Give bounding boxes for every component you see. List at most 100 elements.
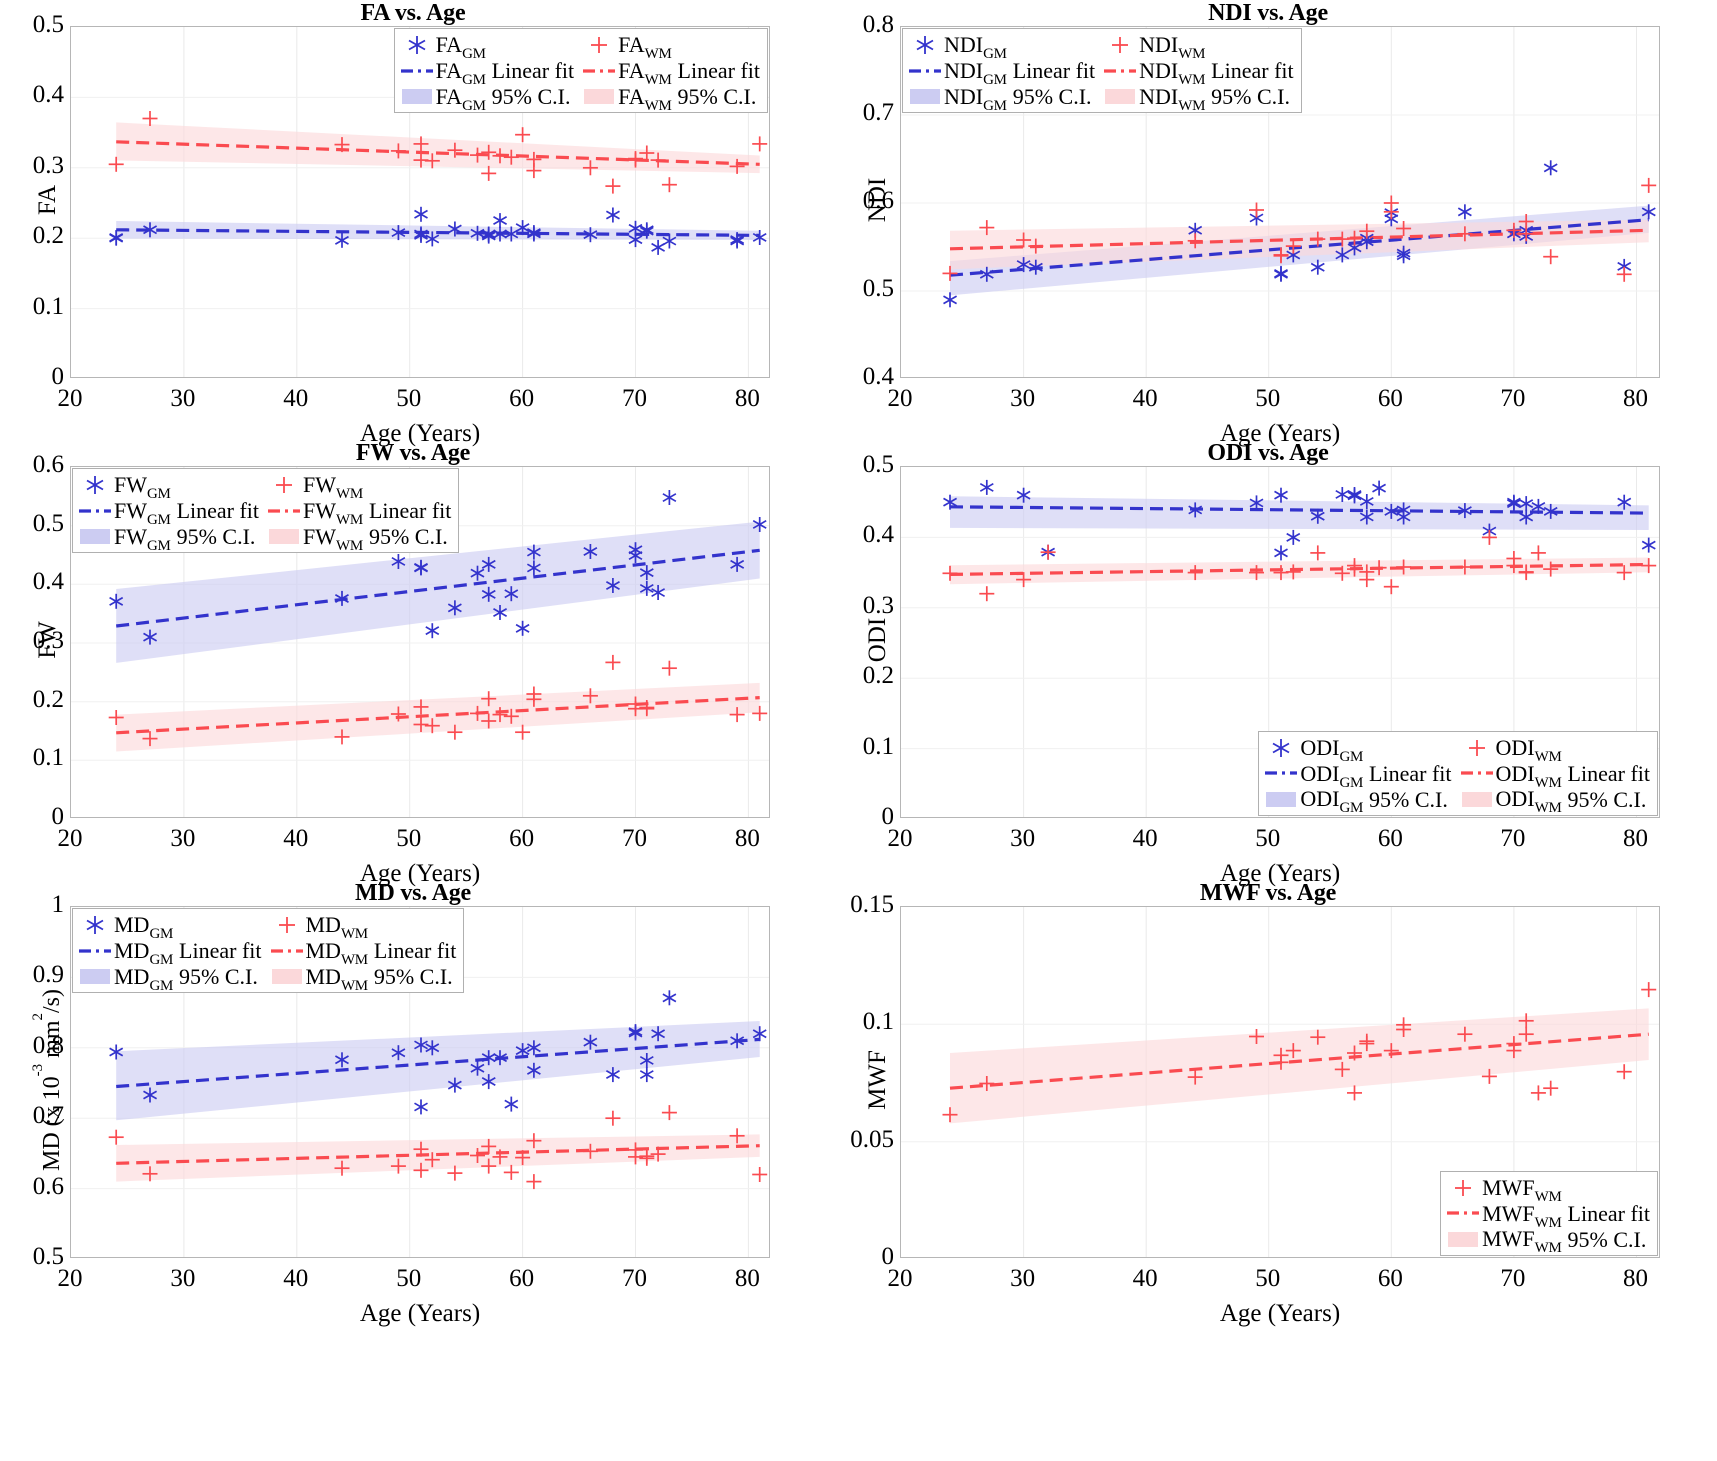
legend-entry-fa-fa_gm-fit[interactable]: FA GM Linear fit (398, 58, 577, 88)
legend-entry-odi-odi_gm-fit[interactable]: ODI GM Linear fit (1262, 761, 1453, 790)
y-tick-label: 0.15 (850, 891, 894, 918)
legend-tissue-subscript: WM (336, 486, 363, 502)
y-tick-label: 0 (881, 1243, 895, 1270)
legend-md[interactable]: MD GM MD WM MD GM Linear fit (72, 908, 465, 993)
legend-entry-ndi-ndi_gm-marker[interactable]: NDI GM (906, 32, 1097, 62)
y-tick-label: 0.2 (32, 685, 64, 713)
legend-key (1460, 762, 1494, 784)
legend-label: FA WM (618, 33, 672, 62)
legend-entry-ndi-ndi_wm-ci[interactable]: NDI WM 95% C.I. (1101, 84, 1295, 113)
legend-fw[interactable]: FW GM FW WM FW GM Linear fit (72, 468, 460, 553)
legend-tissue-subscript: GM (983, 46, 1007, 62)
legend-entry-odi-odi_gm-marker[interactable]: ODI GM (1262, 735, 1453, 765)
x-tick-label: 60 (509, 1265, 535, 1292)
legend-label: FA GM (436, 59, 486, 88)
legend-entry-ndi-ndi_gm-fit[interactable]: NDI GM Linear fit (906, 58, 1097, 88)
ci-swatch-icon (910, 88, 940, 104)
legend-key (908, 34, 942, 56)
plot-canvas-md (71, 907, 769, 1257)
plus-marker-icon (1112, 36, 1129, 53)
legend-entry-fa-fa_wm-fit[interactable]: FA WM Linear fit (580, 58, 762, 88)
legend-mwf[interactable]: MWF WM MWF WM Linear fit MWF WM 95% C.I. (1440, 1170, 1658, 1256)
x-tick-label: 50 (396, 385, 422, 412)
legend-entry-ndi-ndi_wm-marker[interactable]: NDI WM (1101, 32, 1295, 62)
legend-entry-ndi-ndi_wm-fit[interactable]: NDI WM Linear fit (1101, 58, 1295, 88)
legend-entry-md-md_wm-fit[interactable]: MD WM Linear fit (268, 937, 459, 968)
legend-entry-odi-odi_wm-fit[interactable]: ODI WM Linear fit (1458, 761, 1652, 790)
ci-swatch-icon (1461, 791, 1492, 807)
legend-odi[interactable]: ODI GM ODI WM ODI GM Linear fit (1258, 730, 1658, 816)
legend-label: FW WM (303, 523, 363, 553)
y-tick-label: 0.3 (862, 591, 894, 619)
x-tick-label: 70 (1500, 385, 1526, 412)
asterisk-marker-icon (916, 35, 934, 54)
x-tick-label: 60 (509, 385, 535, 412)
legend-key (1264, 737, 1298, 759)
legend-metric: NDI (944, 83, 984, 109)
x-tick-label: 30 (1010, 825, 1036, 852)
x-axis-label-mwf: Age (Years) (1219, 1300, 1341, 1327)
legend-linear-fit-text: Linear fit (368, 498, 452, 524)
legend-entry-md-md_wm-marker[interactable]: MD WM (268, 912, 459, 942)
legend-ci-text: 95% C.I. (491, 83, 571, 109)
legend-entry-fw-fw_gm-fit[interactable]: FW GM Linear fit (76, 498, 261, 528)
legend-entry-ndi-ndi_gm-ci[interactable]: NDI GM 95% C.I. (906, 83, 1097, 113)
legend-entry-md-md_gm-marker[interactable]: MD GM (76, 912, 264, 942)
legend-entry-fa-fa_gm-marker[interactable]: FA GM (398, 32, 577, 62)
legend-entry-fw-fw_gm-ci[interactable]: FW GM 95% C.I. (76, 524, 261, 553)
legend-entry-fw-fw_wm-fit[interactable]: FW WM Linear fit (265, 498, 453, 528)
legend-metric: MWF (1482, 1174, 1535, 1200)
legend-entry-fw-fw_wm-marker[interactable]: FW WM (265, 472, 453, 502)
plot-canvas-ndi (901, 27, 1659, 377)
y-axis-label-odi: ODI (864, 617, 891, 663)
legend-metric: FW (303, 523, 337, 549)
legend-entry-fw-fw_wm-ci[interactable]: FW WM 95% C.I. (265, 523, 453, 553)
y-tick-label: 0.7 (32, 1102, 64, 1130)
ci-swatch-icon (1448, 1231, 1479, 1247)
legend-label: MD WM (306, 964, 369, 993)
legend-entry-odi-odi_wm-ci[interactable]: ODI WM 95% C.I. (1458, 786, 1652, 816)
legend-label: FW WM (303, 473, 363, 502)
legend-tissue-subscript: WM (1178, 71, 1206, 88)
x-tick-label: 40 (283, 385, 309, 412)
legend-entry-mwf-mwf_wm-ci[interactable]: MWF WM 95% C.I. (1444, 1226, 1652, 1256)
legend-entry-mwf-mwf_wm-fit[interactable]: MWF WM Linear fit (1444, 1201, 1652, 1230)
legend-entry-odi-odi_wm-marker[interactable]: ODI WM (1458, 735, 1652, 765)
x-tick-label: 40 (283, 1265, 309, 1292)
dashed-line-icon (1460, 771, 1493, 775)
legend-entry-fa-fa_gm-ci[interactable]: FA GM 95% C.I. (398, 83, 577, 113)
legend-tissue-subscript: GM (462, 97, 486, 114)
legend-metric: MD (305, 937, 341, 963)
legend-entry-md-md_gm-ci[interactable]: MD GM 95% C.I. (76, 964, 264, 993)
legend-label: MWF WM (1482, 1174, 1562, 1205)
y-axis-label-mwf: MWF (864, 1050, 891, 1110)
legend-entry-fw-fw_gm-marker[interactable]: FW GM (76, 472, 261, 502)
legend-ndi[interactable]: NDI GM NDI WM NDI GM Linear fit (902, 28, 1302, 113)
legend-key (78, 525, 112, 547)
plot-area-ndi (900, 26, 1660, 378)
legend-entry-mwf-mwf_wm-marker[interactable]: MWF WM (1444, 1174, 1652, 1205)
ci-swatch-icon (401, 88, 432, 104)
legend-entry-fa-fa_wm-ci[interactable]: FA WM 95% C.I. (580, 84, 762, 113)
dashed-line-icon (79, 949, 111, 953)
legend-entry-md-md_wm-ci[interactable]: MD WM 95% C.I. (268, 964, 459, 993)
legend-entry-odi-odi_gm-ci[interactable]: ODI GM 95% C.I. (1262, 786, 1453, 816)
legend-label: FW GM (114, 473, 171, 502)
x-tick-label: 80 (1622, 385, 1648, 412)
x-tick-label: 30 (170, 385, 196, 412)
asterisk-marker-icon (408, 35, 426, 54)
legend-metric: ODI (1300, 786, 1340, 812)
y-tick-label: 0.9 (32, 961, 64, 989)
legend-linear-fit-text: Linear fit (1211, 58, 1294, 84)
legend-fa[interactable]: FA GM FA WM FA GM Linear fit (393, 28, 768, 113)
legend-label: MD GM (114, 913, 173, 942)
panel-title-mwf: MWF vs. Age (1199, 880, 1337, 906)
legend-tissue-subscript: WM (340, 926, 368, 942)
x-tick-label: 20 (57, 1265, 83, 1292)
legend-tissue-subscript: WM (644, 71, 672, 88)
legend-tissue-subscript: GM (983, 97, 1007, 114)
legend-entry-md-md_gm-fit[interactable]: MD GM Linear fit (76, 938, 264, 968)
dashed-line-icon (583, 69, 616, 73)
legend-key (400, 34, 434, 56)
legend-entry-fa-fa_wm-marker[interactable]: FA WM (580, 32, 762, 62)
